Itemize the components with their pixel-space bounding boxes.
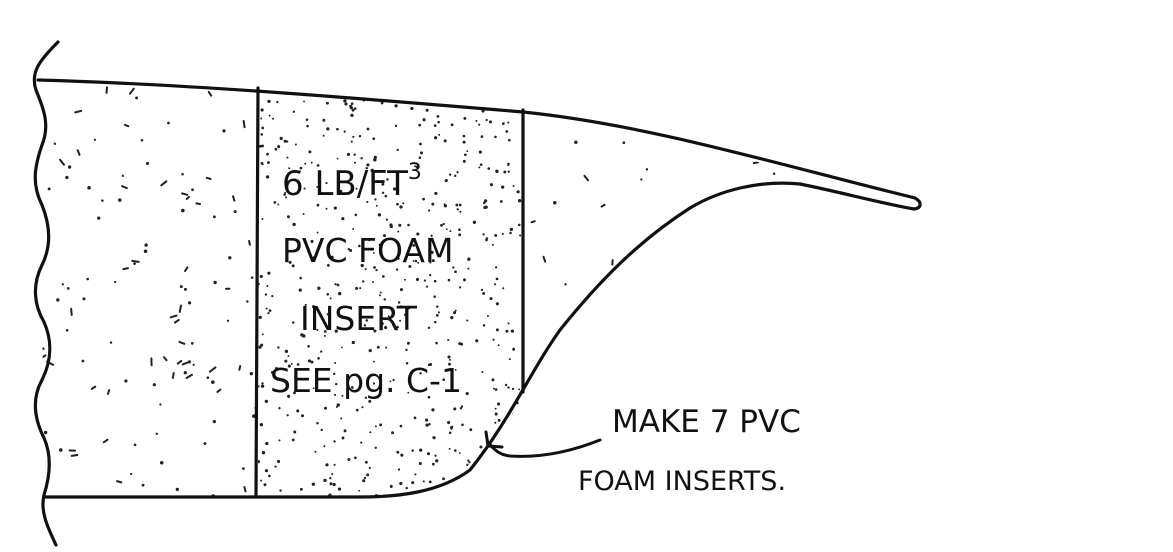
- callout-leader-line: [486, 438, 602, 458]
- callout-line-1: MAKE 7 PVC: [612, 404, 801, 440]
- lower-skin-curve: [358, 181, 802, 499]
- insert-label-reference: SEE pg. C-1: [270, 361, 462, 400]
- insert-label-type: INSERT: [300, 299, 418, 338]
- insert-label-density: 6 LB/FT3: [282, 160, 422, 204]
- left-core-stipple: [38, 86, 258, 497]
- callout-text: MAKE 7 PVC FOAM INSERTS.: [578, 404, 801, 497]
- insert-label: 6 LB/FT3 PVC FOAM INSERT SEE pg. C-1: [270, 160, 462, 400]
- insert-left-edge: [254, 86, 260, 499]
- trailing-edge-tip: [798, 182, 922, 211]
- callout-line-2: FOAM INSERTS.: [578, 466, 786, 497]
- insert-label-material: PVC FOAM: [282, 231, 453, 270]
- break-line: [32, 40, 60, 547]
- insert-stipple: [258, 91, 523, 497]
- callout-arrowhead: [484, 430, 504, 449]
- right-core-stipple: [530, 110, 910, 395]
- top-skin-line: [36, 78, 917, 200]
